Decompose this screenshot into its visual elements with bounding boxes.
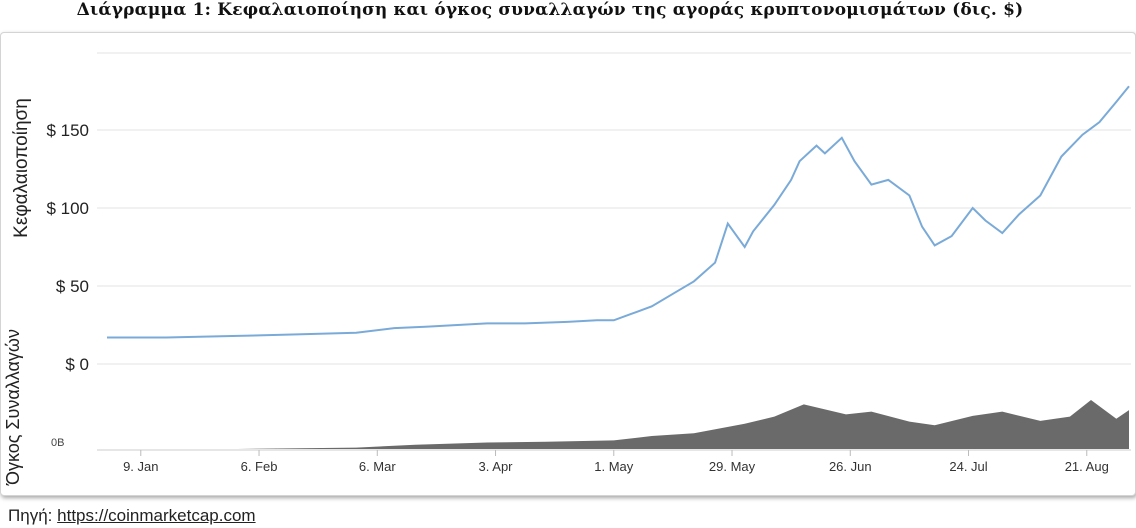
x-tick-label: 24. Jul [949, 459, 987, 474]
volume-area [107, 400, 1129, 449]
x-tick-label: 21. Aug [1065, 459, 1109, 474]
source-link[interactable]: https://coinmarketcap.com [57, 506, 256, 525]
gridlines [97, 52, 1131, 365]
source-label: Πηγή: [8, 506, 53, 525]
x-tick-label: 26. Jun [829, 459, 872, 474]
cap-y-axis-title: Κεφαλαιοποίηση [11, 98, 32, 238]
volume-y-axis-title: Όγκος Συναλλαγών [3, 329, 23, 486]
cap-y-tick-label: $ 50 [56, 277, 89, 296]
chart-svg: $ 0 $ 50 $ 100 $ 150 Κεφαλαιοποίηση 0B Όγκο… [3, 52, 1131, 486]
capitalization-line [107, 85, 1130, 339]
x-tick-label: 3. Apr [479, 459, 514, 474]
x-tick-label: 29. May [709, 459, 756, 474]
cap-y-tick-label: $ 0 [65, 355, 89, 374]
source-note: Πηγή: https://coinmarketcap.com [8, 506, 256, 526]
cap-y-axis: $ 0 $ 50 $ 100 $ 150 [46, 121, 89, 374]
cap-y-tick-label: $ 150 [46, 121, 89, 140]
x-tick-label: 9. Jan [123, 459, 158, 474]
chart-frame: $ 0 $ 50 $ 100 $ 150 Κεφαλαιοποίηση 0B Όγκο… [0, 32, 1136, 496]
volume-y-axis: 0B [51, 437, 64, 449]
x-tick-label: 6. Mar [359, 459, 397, 474]
chart-title: Διάγραμμα 1: Κεφαλαιοποίηση και όγκος συ… [76, 0, 1024, 20]
volume-y-tick-label: 0B [51, 437, 64, 449]
x-tick-label: 6. Feb [241, 459, 278, 474]
x-tick-label: 1. May [594, 459, 634, 474]
x-axis: 9. Jan 6. Feb 6. Mar 3. Apr 1. May 29. May 26.… [123, 450, 1109, 474]
cap-y-tick-label: $ 100 [46, 199, 89, 218]
